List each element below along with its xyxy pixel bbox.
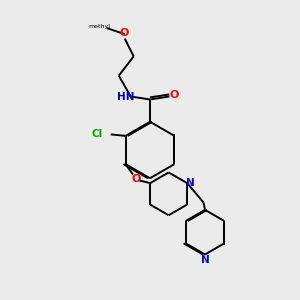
Text: O: O — [119, 28, 128, 38]
Text: HN: HN — [117, 92, 134, 101]
Text: Cl: Cl — [92, 129, 103, 140]
Text: methyl: methyl — [88, 24, 110, 29]
Text: O: O — [170, 90, 179, 100]
Text: N: N — [201, 255, 209, 265]
Text: N: N — [186, 178, 195, 188]
Text: O: O — [131, 174, 141, 184]
